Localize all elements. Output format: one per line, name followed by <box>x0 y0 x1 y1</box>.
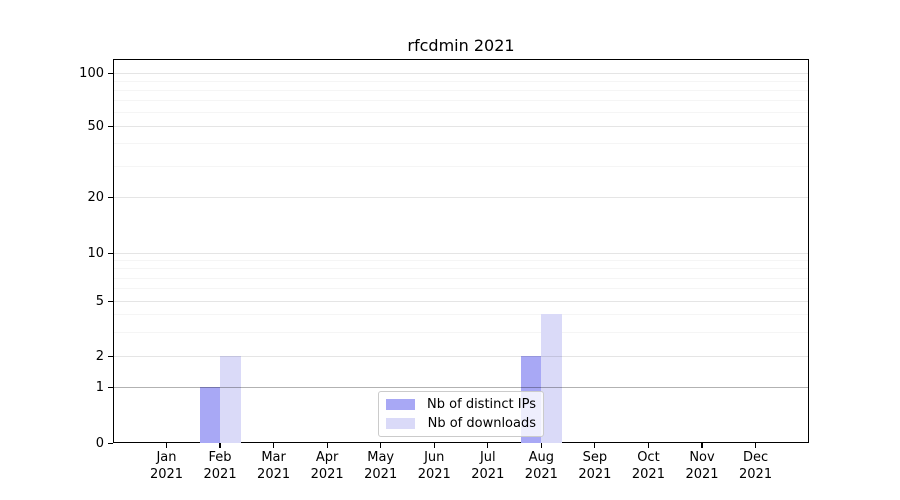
grid-line-minor <box>114 260 808 261</box>
y-axis-tick-label: 1 <box>95 380 104 395</box>
x-axis-tick-label: Jul 2021 <box>471 450 505 482</box>
x-axis-tick-label: Jan 2021 <box>149 450 184 482</box>
x-axis-tick-label: Mar 2021 <box>257 450 291 482</box>
grid-line-minor <box>114 332 808 333</box>
grid-line-major <box>114 253 808 254</box>
grid-line-major <box>114 301 808 302</box>
y-tick-mark <box>108 72 113 74</box>
x-axis-tick-label: May 2021 <box>364 450 398 482</box>
x-tick-mark <box>326 443 328 448</box>
legend-label: Nb of distinct IPs <box>427 396 536 412</box>
grid-line-minor <box>114 314 808 315</box>
y-tick-mark <box>108 386 113 388</box>
grid-line-major <box>114 73 808 74</box>
grid-line-minor <box>114 112 808 113</box>
y-axis-tick-label: 50 <box>87 119 104 134</box>
grid-line-minor <box>114 143 808 144</box>
x-axis-tick-label: Aug 2021 <box>524 450 558 482</box>
grid-line-major <box>114 387 808 388</box>
grid-line-minor <box>114 288 808 289</box>
grid-line-minor <box>114 90 808 91</box>
y-tick-mark <box>108 125 113 127</box>
y-axis-tick-label: 20 <box>87 190 104 205</box>
plot-area <box>113 59 809 443</box>
bar-distinct-ips <box>199 387 221 443</box>
x-tick-mark <box>701 443 703 448</box>
bar-downloads <box>541 314 562 443</box>
legend-label: Nb of downloads <box>427 415 536 431</box>
y-tick-mark <box>108 252 113 254</box>
x-tick-mark <box>433 443 435 448</box>
grid-line-major <box>114 126 808 127</box>
y-axis-tick-label: 10 <box>87 246 104 261</box>
x-tick-mark <box>165 443 168 448</box>
y-axis-tick-label: 5 <box>95 294 104 309</box>
grid-line-minor <box>114 268 808 269</box>
grid-line-major <box>114 356 808 357</box>
x-tick-mark <box>380 443 382 448</box>
grid-line-minor <box>114 100 808 101</box>
x-tick-mark <box>540 443 542 448</box>
grid-line-minor <box>114 81 808 82</box>
x-axis-tick-label: Sep 2021 <box>578 450 612 482</box>
x-axis-tick-label: Dec 2021 <box>739 450 773 482</box>
x-tick-mark <box>754 443 757 448</box>
bar-downloads <box>220 356 241 443</box>
chart-title: rfcdmin 2021 <box>407 36 515 55</box>
x-axis-tick-label: Apr 2021 <box>310 450 344 482</box>
y-axis-tick-label: 2 <box>95 349 104 364</box>
legend-swatch-downloads <box>386 418 415 429</box>
y-tick-mark <box>108 355 113 357</box>
grid-line-minor <box>114 278 808 279</box>
legend-item: Nb of distinct IPs <box>386 396 536 412</box>
y-tick-mark <box>108 300 113 302</box>
x-tick-mark <box>594 443 596 448</box>
x-tick-mark <box>273 443 275 448</box>
x-axis-tick-label: Nov 2021 <box>685 450 719 482</box>
grid-line-major <box>114 197 808 198</box>
legend-item: Nb of downloads <box>386 415 536 431</box>
y-axis-tick-label: 0 <box>95 436 104 451</box>
x-axis-tick-label: Jun 2021 <box>417 450 451 482</box>
x-axis-tick-label: Oct 2021 <box>631 450 665 482</box>
y-tick-mark <box>108 196 113 198</box>
y-tick-mark <box>108 442 113 444</box>
x-axis-tick-label: Feb 2021 <box>203 450 237 482</box>
grid-line-minor <box>114 166 808 167</box>
x-tick-mark <box>487 443 489 448</box>
legend-swatch-distinct-ips <box>386 399 415 410</box>
x-tick-mark <box>219 443 221 448</box>
y-axis-tick-label: 100 <box>79 66 104 81</box>
legend: Nb of distinct IPs Nb of downloads <box>378 391 544 437</box>
x-tick-mark <box>647 443 650 448</box>
